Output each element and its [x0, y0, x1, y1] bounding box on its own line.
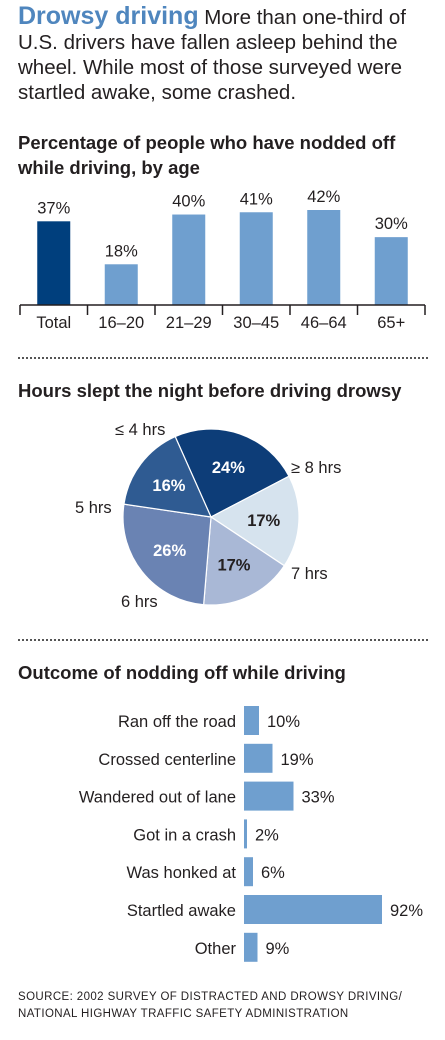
- category-label-5: 65+: [377, 314, 405, 332]
- pie-value-label-1: 17%: [247, 512, 280, 530]
- chart2-title: Hours slept the night before driving dro…: [18, 380, 402, 401]
- headline-block: Drowsy driving More than one-third of U.…: [18, 4, 433, 105]
- dek: More than one-third of U.S. drivers have…: [18, 6, 406, 104]
- hbar-value-label-1: 19%: [281, 751, 314, 769]
- hbar-4: [244, 857, 253, 887]
- pie-slice-name-2: 7 hrs: [291, 565, 328, 583]
- chart1-title: Percentage of people who have nodded off…: [18, 132, 396, 178]
- hbar-6: [244, 932, 258, 962]
- hbar-category-label-6: Other: [195, 940, 237, 958]
- bar-value-label-1: 18%: [105, 242, 138, 260]
- pie-slice-name-4: 5 hrs: [75, 499, 112, 517]
- hbar-2: [244, 781, 294, 811]
- bar-value-label-3: 41%: [240, 190, 273, 208]
- bar-5: [374, 237, 408, 305]
- divider-2: [18, 639, 428, 641]
- hbar-5: [244, 895, 382, 924]
- hbar-value-label-2: 33%: [302, 789, 335, 807]
- source-note: SOURCE: 2002 SURVEY OF DISTRACTED AND DR…: [18, 989, 402, 1023]
- pie-slice-4: [123, 435, 212, 518]
- hbar-category-label-2: Wandered out of lane: [79, 789, 236, 807]
- pie-value-label-3: 26%: [153, 542, 186, 560]
- pie-slice-name-0: ≤ 4 hrs: [115, 421, 165, 439]
- bar-2: [172, 214, 206, 305]
- headline: Drowsy driving: [18, 2, 199, 30]
- hbar-category-label-5: Startled awake: [127, 902, 236, 920]
- bar-3: [239, 212, 273, 305]
- age-bar-chart: 37% Total 18% 16–20 40% 21–29 41% 30–45 42% 46–64…: [19, 188, 426, 332]
- hbar-category-label-3: Got in a crash: [133, 826, 236, 844]
- category-label-2: 21–29: [166, 314, 212, 332]
- hbar-category-label-0: Ran off the road: [118, 713, 236, 731]
- pie-slice-0: [174, 428, 290, 518]
- hbar-1: [244, 743, 273, 773]
- pie-value-label-4: 16%: [152, 477, 185, 495]
- hbar-value-label-4: 6%: [261, 864, 285, 882]
- pie-value-label-0: 24%: [212, 459, 245, 477]
- hbar-value-label-6: 9%: [266, 940, 290, 958]
- bar-value-label-0: 37%: [37, 199, 70, 217]
- hbar-value-label-0: 10%: [267, 713, 300, 731]
- bar-value-label-5: 30%: [375, 215, 408, 233]
- bar-value-label-2: 40%: [172, 193, 205, 211]
- source-line-2: NATIONAL HIGHWAY TRAFFIC SAFETY ADMINIST…: [18, 1008, 349, 1020]
- category-label-0: Total: [36, 314, 71, 332]
- pie-slice-name-3: 6 hrs: [121, 593, 158, 611]
- pie-slice-1: [209, 475, 300, 567]
- bar-4: [307, 210, 341, 305]
- category-label-4: 46–64: [301, 314, 347, 332]
- divider-1: [18, 357, 428, 359]
- hbar-category-label-4: Was honked at: [127, 864, 237, 882]
- hbar-3: [244, 819, 247, 849]
- hbar-value-label-5: 92%: [390, 902, 423, 920]
- pie-slice-2: [202, 515, 286, 606]
- hbar-value-label-3: 2%: [255, 826, 279, 844]
- pie-slice-name-1: ≥ 8 hrs: [291, 459, 341, 477]
- hbar-category-label-1: Crossed centerline: [98, 751, 236, 769]
- bar-1: [104, 264, 138, 305]
- bar-value-label-4: 42%: [307, 188, 340, 206]
- hours-pie-chart: 24% ≤ 4 hrs 17% ≥ 8 hrs 17% 7 hrs 26% 6 hrs 16% 5…: [75, 421, 341, 611]
- pie-slice-3: [122, 503, 212, 606]
- category-label-1: 16–20: [98, 314, 144, 332]
- outcome-bar-chart: Ran off the road 10% Crossed centerline 19%…: [79, 706, 423, 962]
- bar-0: [37, 221, 71, 305]
- chart3-title: Outcome of nodding off while driving: [18, 662, 346, 683]
- source-line-1: SOURCE: 2002 SURVEY OF DISTRACTED AND DR…: [18, 991, 403, 1003]
- category-label-3: 30–45: [233, 314, 279, 332]
- pie-value-label-2: 17%: [217, 557, 250, 575]
- hbar-0: [244, 706, 259, 735]
